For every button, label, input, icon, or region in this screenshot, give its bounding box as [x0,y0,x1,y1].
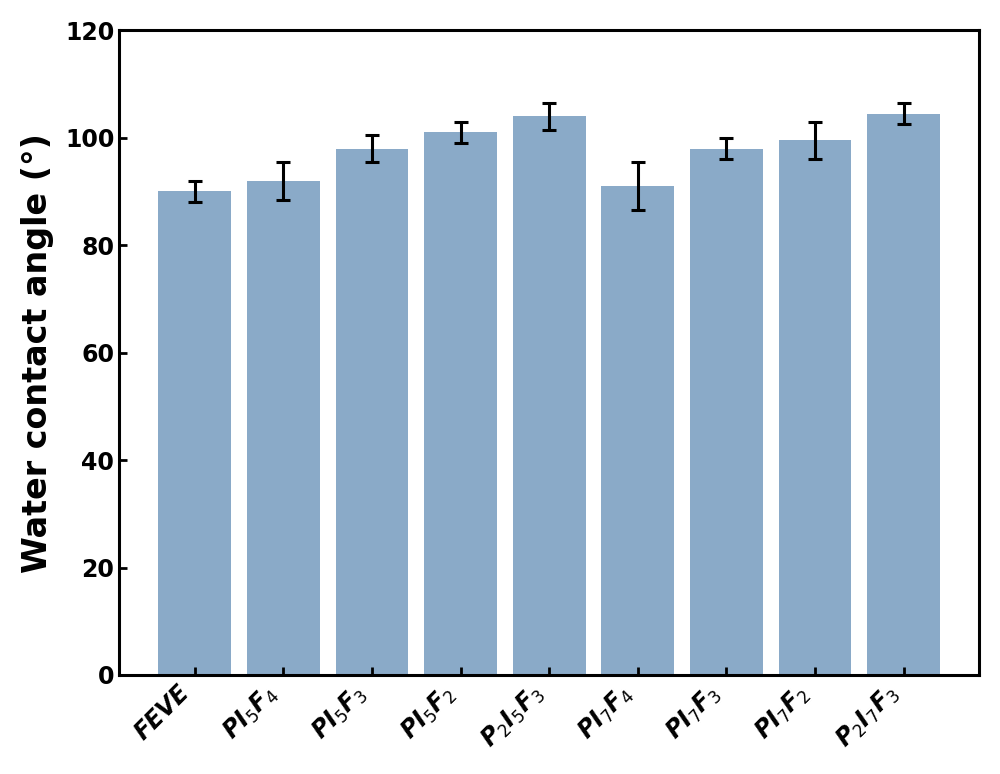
Bar [601,186,674,675]
Y-axis label: Water contact angle (°): Water contact angle (°) [21,132,54,573]
Bar [158,191,231,675]
Bar [424,132,497,675]
Bar [690,149,763,675]
Bar [336,149,408,675]
Bar [779,140,851,675]
Bar [247,181,320,675]
Bar [867,114,940,675]
Bar [513,116,586,675]
